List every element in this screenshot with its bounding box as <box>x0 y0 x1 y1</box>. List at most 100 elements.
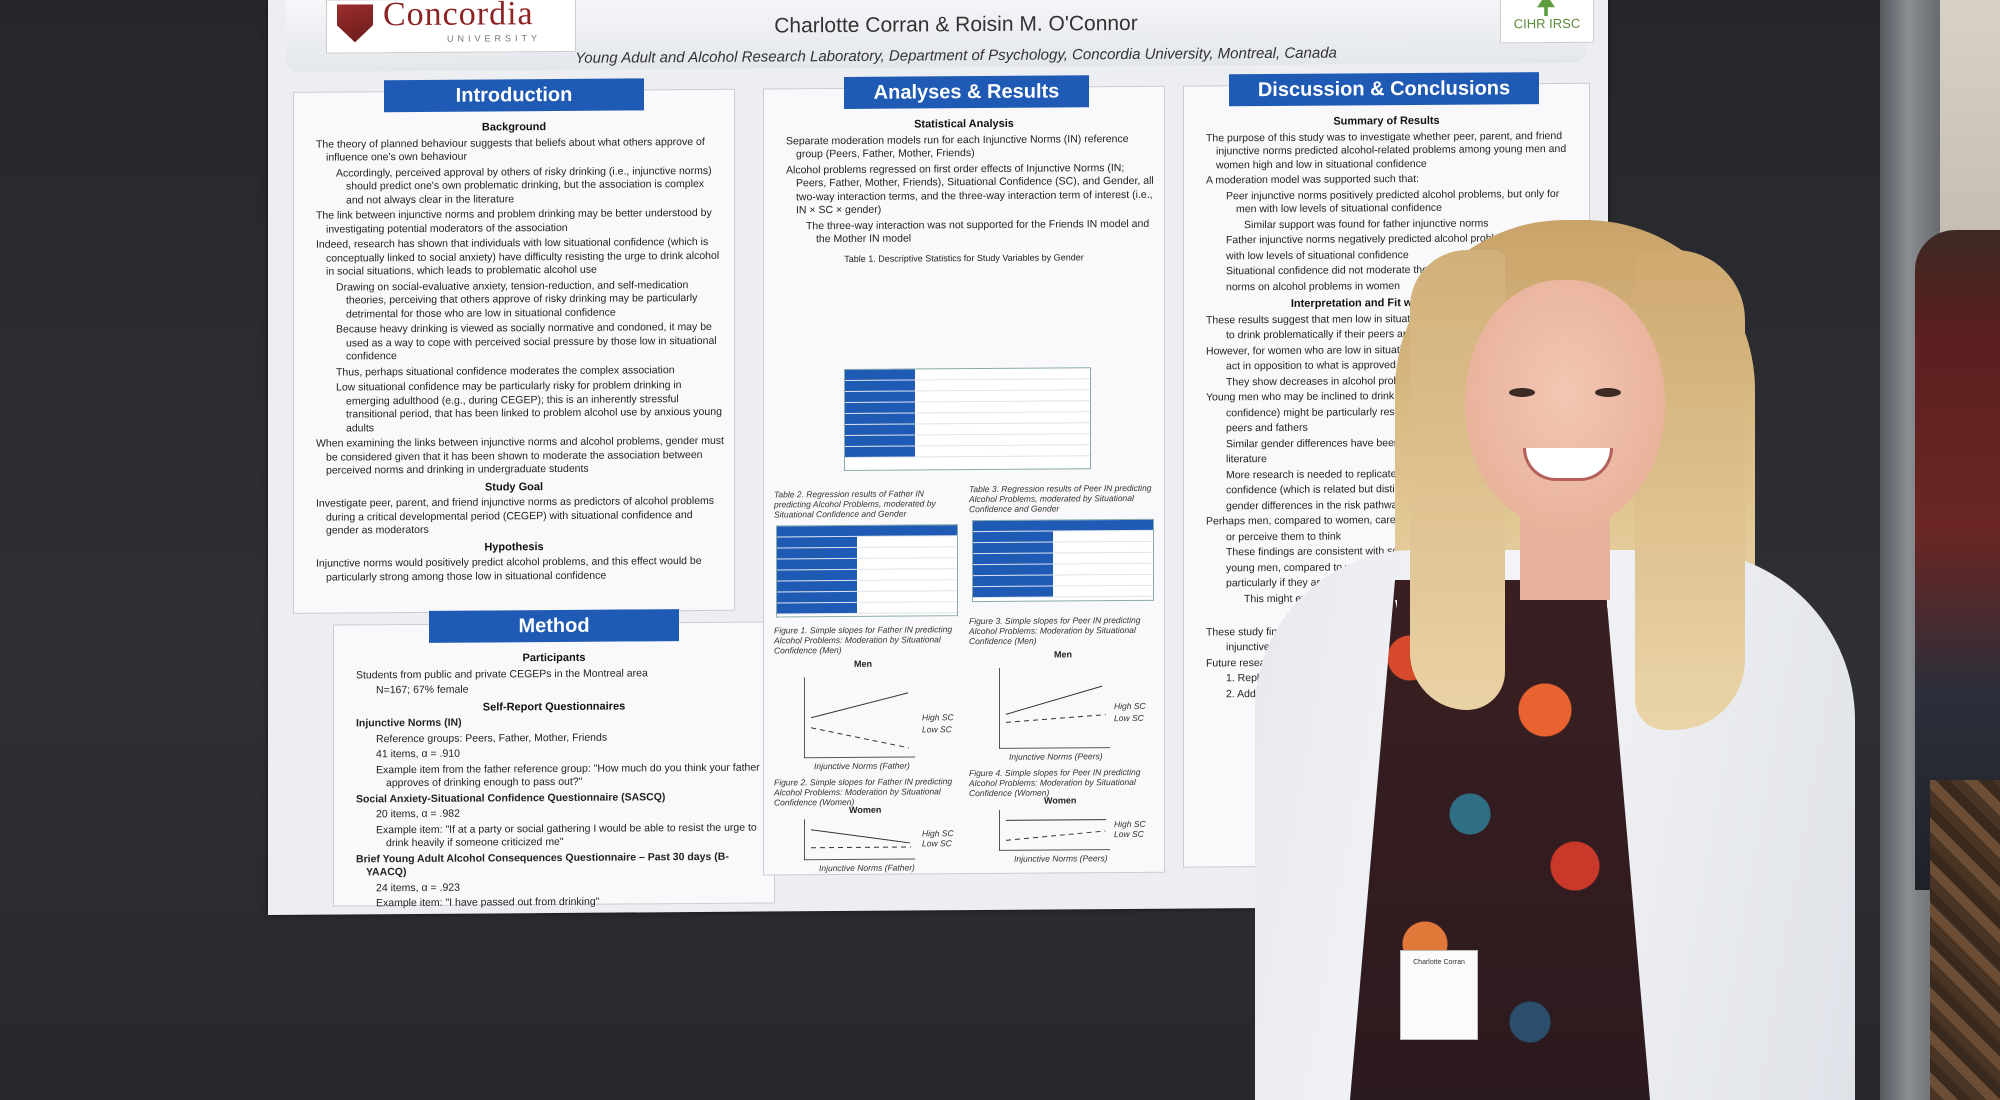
figure4-legend-high: High SC <box>1114 818 1146 830</box>
figure1-xlabel: Injunctive Norms (Father) <box>814 760 910 772</box>
plot-line-low-sc <box>1005 714 1106 723</box>
badge-name: Charlotte Corran <box>1413 959 1465 966</box>
analysis-bullet: The three-way interaction was not suppor… <box>806 217 1150 246</box>
eye <box>1509 388 1535 397</box>
method-bullet: Brief Young Adult Alcohol Consequences Q… <box>356 850 729 879</box>
presenter-hair-right <box>1635 250 1745 730</box>
hypothesis-heading: Hypothesis <box>484 540 544 553</box>
table-row <box>777 602 957 615</box>
presenter-face <box>1465 280 1665 530</box>
figure2-title: Women <box>849 804 882 815</box>
plot-line-high-sc <box>810 829 911 844</box>
plot-line-low-sc <box>810 727 909 749</box>
intro-bullet: The link between injunctive norms and pr… <box>316 206 712 236</box>
analyses-body: Statistical Analysis Separate moderation… <box>774 113 1154 267</box>
table2-caption: Table 2. Regression results of Father IN… <box>774 488 936 520</box>
table-row <box>845 445 1090 458</box>
table1 <box>844 367 1091 471</box>
intro-bullet: The theory of planned behaviour suggests… <box>316 135 705 164</box>
participants-heading: Participants <box>522 651 586 665</box>
method-bullet: Reference groups: Peers, Father, Mother,… <box>376 731 608 745</box>
method-bullet: Example item: "I have passed out from dr… <box>376 895 600 910</box>
intro-bullet: Accordingly, perceived approval by other… <box>336 164 712 206</box>
figure3-title: Men <box>1054 649 1072 660</box>
plot-line-low-sc <box>811 846 911 849</box>
method-title: Method <box>429 609 679 643</box>
figure3-xlabel: Injunctive Norms (Peers) <box>1009 751 1103 762</box>
figure1-legend-high: High SC <box>922 712 954 723</box>
figure2-caption: Figure 2. Simple slopes for Father IN pr… <box>774 776 953 808</box>
intro-bullet: Low situational confidence may be partic… <box>336 379 722 434</box>
plot-line-low-sc <box>1005 830 1106 841</box>
intro-bullet: Indeed, research has shown that individu… <box>316 235 720 278</box>
figure4-plot <box>999 809 1110 851</box>
table1-caption: Table 1. Descriptive Statistics for Stud… <box>844 251 1084 264</box>
study-goal-heading: Study Goal <box>484 480 544 493</box>
analysis-bullet: Separate moderation models run for each … <box>786 132 1129 161</box>
method-bullet: Social Anxiety-Situational Confidence Qu… <box>356 790 666 805</box>
name-badge: Charlotte Corran <box>1400 950 1478 1040</box>
analyses-title: Analyses & Results <box>844 75 1089 109</box>
questionnaires-heading: Self-Report Questionnaires <box>482 700 626 714</box>
introduction-column: Introduction Background The theory of pl… <box>293 78 735 614</box>
plot-line-high-sc <box>1006 819 1106 821</box>
figure4-xlabel: Injunctive Norms (Peers) <box>1014 853 1108 864</box>
introduction-body: Background The theory of planned behavio… <box>304 116 724 587</box>
eye <box>1595 388 1621 397</box>
figure1-caption: Figure 1. Simple slopes for Father IN pr… <box>774 624 953 656</box>
method-bullet: N=167; 67% female <box>376 683 469 697</box>
table3-caption: Table 3. Regression results of Peer IN p… <box>969 482 1152 515</box>
carpet <box>1930 780 2000 1100</box>
smile <box>1523 448 1613 481</box>
intro-bullet: Because heavy drinking is viewed as soci… <box>336 320 717 363</box>
method-bullet: 20 items, α = .982 <box>376 807 460 821</box>
figure3-legend-high: High SC <box>1114 700 1146 712</box>
hypothesis-text: Injunctive norms would positively predic… <box>316 554 702 584</box>
table-row <box>973 585 1153 599</box>
cihr-logo-text: CIHR IRSC <box>1513 15 1581 32</box>
figure2-legend-low: Low SC <box>922 838 952 849</box>
method-body: Participants Students from public and pr… <box>344 647 764 913</box>
poster-header: Concordia UNIVERSITY Charlotte Corran & … <box>286 0 1594 72</box>
method-bullet: Injunctive Norms (IN) <box>356 716 462 730</box>
cihr-logo: CIHR IRSC <box>1500 0 1594 44</box>
method-column: Method Participants Students from public… <box>333 609 775 909</box>
background-heading: Background <box>481 121 547 134</box>
method-bullet: Example item from the father reference g… <box>376 761 760 790</box>
figure4-title: Women <box>1044 795 1077 806</box>
method-bullet: Example item: "If at a party or social g… <box>376 821 757 850</box>
method-bullet: 24 items, α = .923 <box>376 881 460 894</box>
table2 <box>776 524 958 618</box>
summary-heading: Summary of Results <box>1333 114 1440 128</box>
method-bullet: 41 items, α = .910 <box>376 747 460 761</box>
statistical-analysis-heading: Statistical Analysis <box>914 117 1014 131</box>
study-goal-text: Investigate peer, parent, and friend inj… <box>316 494 715 537</box>
discussion-bullet: A moderation model was supported such th… <box>1206 172 1420 187</box>
analyses-column: Analyses & Results Statistical Analysis … <box>763 75 1165 876</box>
intro-bullet: When examining the links between injunct… <box>316 434 724 477</box>
plot-line-high-sc <box>810 692 909 719</box>
figure2-plot <box>804 818 915 861</box>
figure3-caption: Figure 3. Simple slopes for Peer IN pred… <box>969 614 1141 647</box>
discussion-bullet: The purpose of this study was to investi… <box>1206 129 1567 171</box>
discussion-title: Discussion & Conclusions <box>1229 72 1539 107</box>
figure4-caption: Figure 4. Simple slopes for Peer IN pred… <box>969 766 1141 799</box>
figure2-legend-high: High SC <box>922 828 954 839</box>
introduction-title: Introduction <box>384 78 644 113</box>
intro-bullet: Drawing on social-evaluative anxiety, te… <box>336 278 698 320</box>
figure1-legend-low: Low SC <box>922 724 952 735</box>
table3 <box>972 518 1154 603</box>
figure1-title: Men <box>854 658 872 669</box>
figure3-plot <box>999 667 1110 749</box>
plot-line-high-sc <box>1005 685 1103 715</box>
intro-bullet: Thus, perhaps situational confidence mod… <box>336 363 675 379</box>
figure4-legend-low: Low SC <box>1114 828 1144 840</box>
figure1-plot <box>804 676 915 759</box>
figure2-xlabel: Injunctive Norms (Father) <box>819 862 915 874</box>
figure3-legend-low: Low SC <box>1114 712 1144 724</box>
method-bullet: Students from public and private CEGEPs … <box>356 666 648 681</box>
analysis-bullet: Alcohol problems regressed on first orde… <box>786 161 1154 217</box>
presenter: Charlotte Corran <box>1255 220 1855 1100</box>
discussion-bullet: Peer injunctive norms positively predict… <box>1226 187 1560 216</box>
